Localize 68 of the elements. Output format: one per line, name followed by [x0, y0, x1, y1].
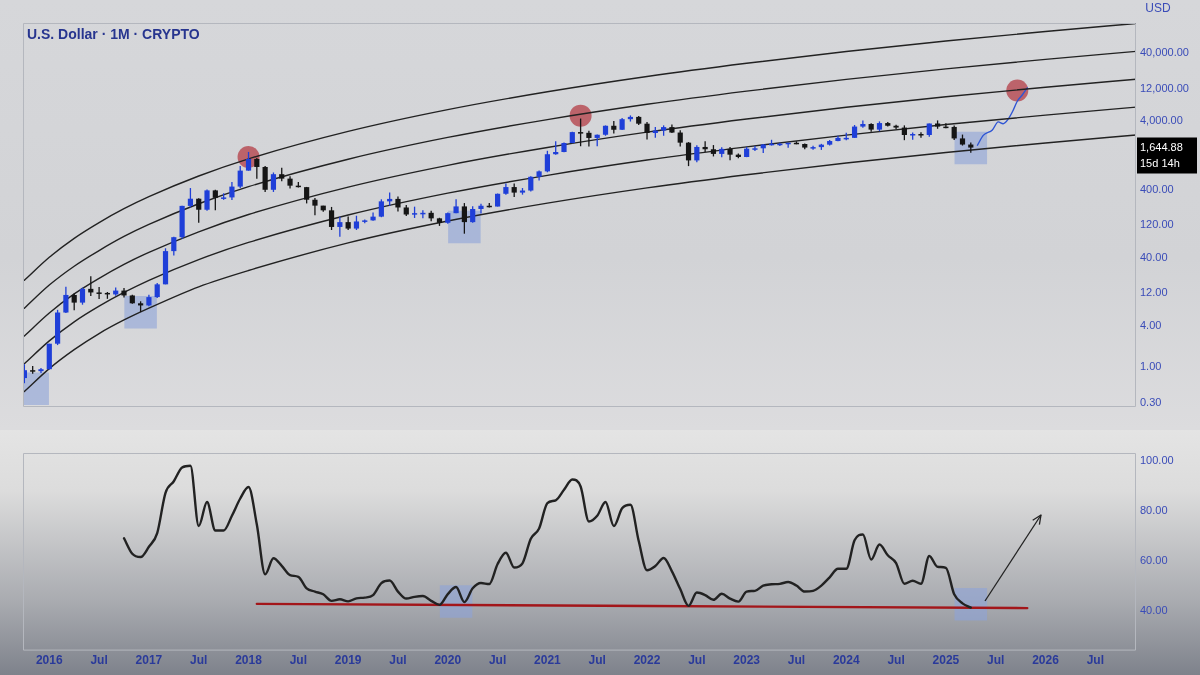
- candlestick: [578, 117, 584, 147]
- line-series: [23, 78, 1136, 337]
- y-tick-label: 12.00: [1140, 286, 1168, 299]
- candlestick: [586, 130, 592, 148]
- y-tick-label: 0.30: [1140, 395, 1162, 408]
- x-tick-label: 2017: [135, 653, 163, 668]
- chart-title: U.S. Dollar · 1M · CRYPTO: [27, 25, 200, 42]
- x-tick-label: 2016: [35, 653, 63, 668]
- text: 15d 14h: [1140, 156, 1180, 169]
- candlestick: [187, 187, 194, 209]
- candlestick: [270, 171, 277, 193]
- y-tick-label: 1.00: [1140, 360, 1162, 373]
- candlestick: [196, 197, 202, 224]
- x-tick-label: Jul: [787, 653, 806, 668]
- y-tick-label: 12,000.00: [1140, 81, 1189, 94]
- y-tick-label: 40.00: [1140, 603, 1168, 616]
- x-tick-label: Jul: [90, 653, 108, 668]
- candlestick: [237, 165, 243, 189]
- x-tick-label: Jul: [588, 653, 606, 668]
- x-tick-label: Jul: [389, 653, 407, 668]
- candlestick: [254, 157, 260, 180]
- candlestick: [478, 203, 484, 215]
- candlestick: [63, 286, 69, 314]
- line-series: [23, 50, 1136, 309]
- candlestick: [328, 206, 335, 231]
- candlestick: [370, 211, 376, 222]
- text: 1,644.88: [1140, 140, 1183, 153]
- y-tick-label: 400.00: [1140, 182, 1174, 195]
- candlestick: [337, 216, 343, 238]
- y-tick-label: 120.00: [1140, 218, 1174, 231]
- x-tick-label: 2021: [534, 653, 562, 668]
- candlestick: [312, 197, 318, 217]
- x-tick-label: Jul: [488, 653, 507, 668]
- y-tick-label: 4.00: [1140, 319, 1162, 332]
- y-tick-label: 80.00: [1140, 503, 1168, 516]
- y-tick-label: 60.00: [1140, 553, 1168, 566]
- x-tick-label: Jul: [289, 653, 308, 668]
- candlestick: [262, 165, 268, 193]
- y-tick-label: 100.00: [1140, 453, 1174, 466]
- y-axis-title: USD: [1145, 1, 1171, 16]
- line-series: [23, 23, 1136, 281]
- candlestick: [245, 151, 252, 172]
- x-tick-label: 2023: [733, 653, 761, 668]
- line-series: [23, 106, 1136, 365]
- x-tick-label: 2025: [932, 653, 960, 668]
- x-tick-label: 2019: [334, 653, 362, 668]
- candlestick: [204, 188, 210, 212]
- candlestick: [918, 131, 924, 139]
- candlestick: [229, 181, 235, 201]
- x-tick-label: Jul: [887, 653, 905, 668]
- x-tick-label: Jul: [190, 653, 208, 668]
- x-tick-label: 2018: [235, 653, 263, 668]
- candlestick: [544, 150, 550, 173]
- y-tick-label: 4,000.00: [1140, 114, 1183, 127]
- y-tick-label: 40,000.00: [1140, 46, 1189, 59]
- x-tick-label: 2024: [832, 653, 860, 668]
- candlestick: [38, 367, 44, 374]
- x-tick-label: Jul: [1086, 653, 1104, 668]
- candlestick: [461, 202, 467, 235]
- x-tick-label: 2020: [434, 653, 462, 668]
- x-tick-label: 2026: [1032, 653, 1060, 668]
- candlestick: [96, 286, 102, 300]
- x-tick-label: Jul: [688, 653, 706, 668]
- candlestick: [685, 141, 692, 167]
- x-tick-label: 2022: [633, 653, 661, 668]
- x-tick-label: Jul: [987, 653, 1005, 668]
- point: [569, 104, 592, 127]
- y-tick-label: 40.00: [1140, 250, 1168, 263]
